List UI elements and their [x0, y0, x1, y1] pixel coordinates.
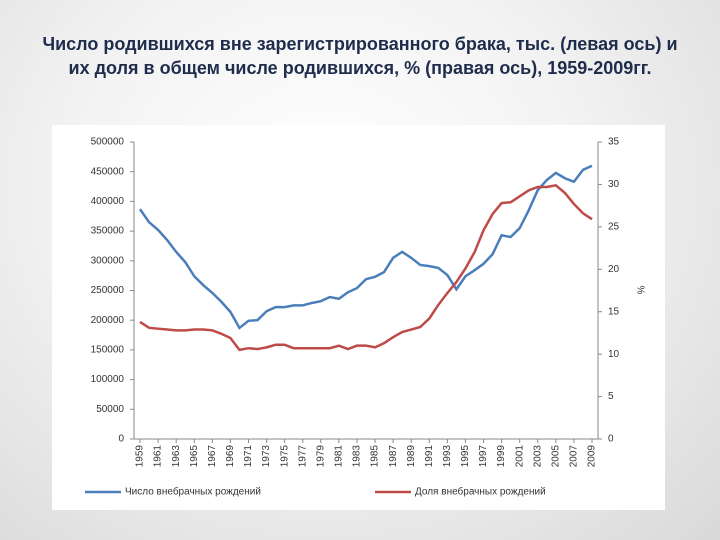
y-tick-label: 500000: [91, 137, 125, 148]
y2-tick-label: 25: [608, 221, 620, 232]
data-line: [139, 183, 593, 352]
x-tick-label: 1959: [135, 445, 146, 468]
chart-title: Число родившихся вне зарегистрированного…: [42, 34, 678, 78]
x-tick-label: 1973: [261, 445, 272, 468]
x-tick-label: 2005: [550, 445, 561, 468]
y2-tick-label: 15: [608, 306, 620, 317]
x-tick-label: 1975: [279, 445, 290, 468]
y2-tick-label: 0: [608, 434, 614, 445]
x-tick-label: 1963: [171, 445, 182, 468]
y2-tick-label: 5: [608, 391, 614, 402]
x-tick-label: 1967: [207, 445, 218, 468]
y2-axis-label: %: [634, 286, 645, 295]
y-tick-label: 200000: [91, 315, 125, 326]
y-tick-label: 250000: [91, 285, 125, 296]
x-tick-label: 2001: [514, 445, 525, 468]
y2-tick-label: 20: [608, 264, 620, 275]
y2-tick-label: 30: [608, 179, 620, 190]
data-line: [138, 164, 593, 330]
x-tick-label: 1965: [189, 445, 200, 468]
x-tick-label: 1995: [460, 445, 471, 468]
x-tick-label: 2007: [569, 445, 580, 468]
y2-tick-label: 10: [608, 349, 620, 360]
y-tick-label: 50000: [96, 404, 124, 415]
x-tick-label: 1993: [442, 445, 453, 468]
y-tick-label: 100000: [91, 374, 125, 385]
y-tick-label: 0: [118, 434, 124, 445]
x-tick-label: 1999: [496, 445, 507, 468]
y-tick-label: 400000: [91, 196, 125, 207]
x-tick-label: 2003: [532, 445, 543, 468]
legend-label: Доля внебрачных рождений: [415, 486, 546, 498]
x-tick-label: 1987: [388, 445, 399, 468]
chart-area: [52, 125, 665, 510]
y-tick-label: 450000: [91, 166, 125, 177]
y-tick-label: 150000: [91, 345, 125, 356]
x-tick-label: 1977: [297, 445, 308, 468]
legend-label: Число внебрачных рождений: [125, 486, 261, 498]
x-tick-label: 1971: [243, 445, 254, 468]
x-tick-label: 1991: [424, 445, 435, 468]
y-tick-label: 350000: [91, 226, 125, 237]
x-tick-label: 1983: [352, 445, 363, 468]
x-tick-label: 1985: [370, 445, 381, 468]
x-tick-label: 2009: [587, 445, 598, 468]
x-tick-label: 1961: [153, 445, 164, 468]
x-tick-label: 1989: [406, 445, 417, 468]
x-tick-label: 1981: [334, 445, 345, 468]
y2-tick-label: 35: [608, 137, 620, 148]
x-tick-label: 1997: [478, 445, 489, 468]
x-tick-label: 1979: [315, 445, 326, 468]
y-tick-label: 300000: [91, 255, 125, 266]
x-tick-label: 1969: [225, 445, 236, 468]
